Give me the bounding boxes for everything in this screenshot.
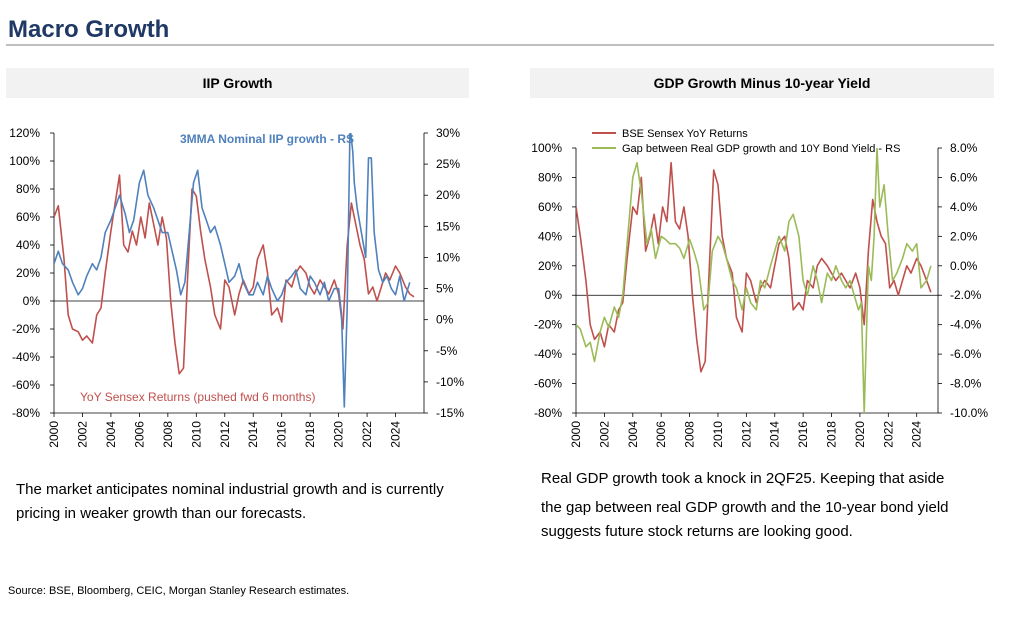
left-tick-label: 40% [538, 229, 562, 243]
right-tick-label: 8.0% [950, 141, 978, 155]
x-tick-label: 2022 [360, 421, 374, 448]
series-line-1 [576, 148, 932, 413]
x-tick-label: 2020 [332, 421, 346, 448]
x-tick-label: 2004 [626, 421, 640, 448]
x-tick-label: 2014 [768, 421, 782, 448]
x-tick-label: 2024 [389, 421, 403, 448]
left-tick-label: 0% [545, 288, 563, 302]
right-tick-label: -10.0% [950, 406, 988, 420]
right-tick-label: -15% [436, 406, 464, 420]
right-tick-label: 2.0% [950, 229, 978, 243]
legend-sensex-fwd: YoY Sensex Returns (pushed fwd 6 months) [80, 390, 315, 404]
right-chart-title: GDP Growth Minus 10-year Yield [530, 68, 994, 98]
right-tick-label: -10% [436, 375, 464, 389]
right-tick-label: -4.0% [950, 318, 982, 332]
right-tick-label: 4.0% [950, 200, 978, 214]
right-tick-label: -2.0% [950, 288, 982, 302]
right-tick-label: -5% [436, 344, 458, 358]
source-note: Source: BSE, Bloomberg, CEIC, Morgan Sta… [8, 585, 350, 597]
legend-iip: 3MMA Nominal IIP growth - RS [180, 132, 354, 146]
x-tick-label: 2024 [910, 421, 924, 448]
left-tick-label: 80% [538, 170, 562, 184]
left-tick-label: 40% [16, 238, 40, 252]
series-line-1 [54, 133, 411, 408]
right-tick-label: 25% [436, 157, 460, 171]
right-tick-label: 10% [436, 250, 460, 264]
right-tick-label: -8.0% [950, 377, 982, 391]
left-tick-label: -40% [12, 350, 40, 364]
right-caption-line2: the gap between real GDP growth and the … [541, 499, 949, 540]
left-tick-label: 120% [9, 126, 40, 140]
page-title: Macro Growth [8, 16, 170, 43]
left-tick-label: -80% [12, 406, 40, 420]
right-tick-label: 0% [436, 313, 454, 327]
left-tick-label: -40% [534, 347, 562, 361]
x-tick-label: 2010 [711, 421, 725, 448]
left-tick-label: 20% [538, 259, 562, 273]
left-tick-label: -80% [534, 406, 562, 420]
x-tick-label: 2000 [47, 421, 61, 448]
iip-growth-chart: 120% 100% 80% 60% 40% 20% 0% -20% -40% -60% -80% 30… [9, 126, 464, 448]
x-tick-label: 2018 [825, 421, 839, 448]
right-tick-label: -6.0% [950, 347, 982, 361]
x-tick-label: 2010 [189, 421, 203, 448]
left-tick-label: 80% [16, 182, 40, 196]
left-tick-label: -60% [534, 377, 562, 391]
x-tick-label: 2020 [853, 421, 867, 448]
right-tick-label: 30% [436, 126, 460, 140]
x-tick-label: 2000 [569, 421, 583, 448]
left-tick-label: 60% [16, 210, 40, 224]
left-tick-label: 60% [538, 200, 562, 214]
x-tick-label: 2018 [303, 421, 317, 448]
left-chart-title: IIP Growth [6, 68, 469, 98]
left-tick-label: -20% [534, 318, 562, 332]
left-tick-label: 100% [9, 154, 40, 168]
right-tick-label: 6.0% [950, 170, 978, 184]
x-tick-label: 2012 [218, 421, 232, 448]
x-tick-label: 2022 [881, 421, 895, 448]
gdp-yield-gap-chart: 100% 80% 60% 40% 20% 0% -20% -40% -60% -80% 8.0% 6.… [531, 128, 988, 448]
left-tick-label: -20% [12, 322, 40, 336]
left-tick-label: -60% [12, 378, 40, 392]
x-tick-label: 2014 [246, 421, 260, 448]
right-caption-line1: Real GDP growth took a knock in 2QF25. K… [541, 470, 945, 487]
x-tick-label: 2008 [161, 421, 175, 448]
title-divider [6, 44, 994, 46]
legend-sensex: BSE Sensex YoY Returns [622, 128, 748, 140]
right-tick-label: 20% [436, 188, 460, 202]
left-tick-label: 100% [531, 141, 562, 155]
x-tick-label: 2002 [597, 421, 611, 448]
series-line-0 [54, 174, 415, 375]
x-tick-label: 2004 [104, 421, 118, 448]
left-tick-label: 20% [16, 266, 40, 280]
x-tick-label: 2006 [132, 421, 146, 448]
right-tick-label: 5% [436, 282, 454, 296]
x-tick-label: 2016 [275, 421, 289, 448]
x-tick-label: 2008 [683, 421, 697, 448]
x-tick-label: 2006 [654, 421, 668, 448]
left-caption: The market anticipates nominal industria… [16, 481, 444, 522]
x-tick-label: 2002 [75, 421, 89, 448]
legend-gap: Gap between Real GDP growth and 10Y Bond… [622, 143, 900, 155]
right-tick-label: 0.0% [950, 259, 978, 273]
right-tick-label: 15% [436, 219, 460, 233]
left-tick-label: 0% [23, 294, 41, 308]
x-tick-label: 2016 [796, 421, 810, 448]
series-line-0 [576, 161, 932, 373]
x-tick-label: 2012 [739, 421, 753, 448]
